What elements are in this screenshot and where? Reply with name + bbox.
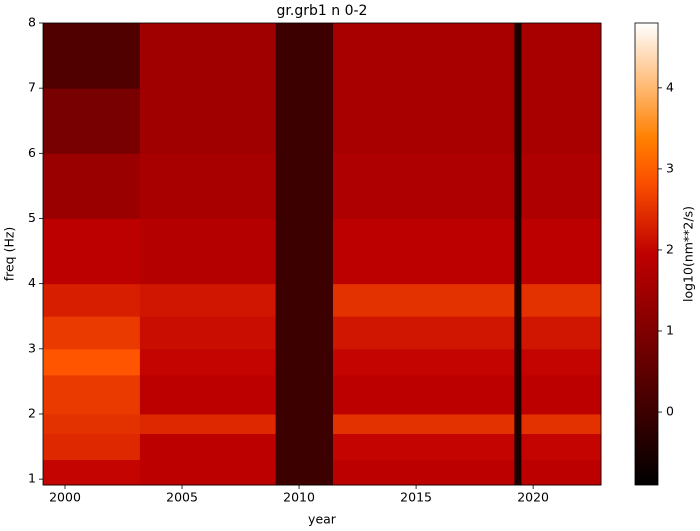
heatmap-cell — [43, 153, 141, 219]
heatmap-cell — [333, 88, 515, 154]
heatmap-cell — [275, 153, 334, 219]
heatmap-cell — [43, 88, 141, 154]
colorbar-label: log10(nm**2/s) — [681, 206, 696, 302]
x-tick-label: 2015 — [400, 490, 432, 505]
heatmap-cell — [521, 283, 602, 317]
colorbar-tick-label: 3 — [666, 160, 674, 175]
x-tick-label: 2010 — [283, 490, 315, 505]
heatmap-cell — [514, 23, 522, 89]
heatmap-cell — [139, 153, 277, 219]
y-tick-label: 3 — [28, 340, 36, 355]
heatmap-cell — [275, 433, 334, 461]
heatmap-cell — [139, 433, 277, 461]
y-tick-label: 7 — [28, 80, 36, 95]
heatmap-cell — [139, 348, 277, 376]
y-tick-label: 2 — [28, 405, 36, 420]
y-tick-label: 5 — [28, 210, 36, 225]
heatmap-cell — [275, 283, 334, 317]
heatmap-cell — [43, 316, 141, 350]
heatmap-cell — [521, 459, 602, 486]
heatmap-cell — [333, 459, 515, 486]
heatmap-cell — [333, 23, 515, 89]
heatmap-cell — [275, 23, 334, 89]
x-tick-label: 2005 — [166, 490, 198, 505]
plot-frame — [42, 22, 602, 486]
heatmap-cell — [43, 433, 141, 461]
x-axis-label: year — [308, 512, 337, 527]
heatmap-cell — [514, 374, 522, 415]
heatmap-cell — [43, 23, 141, 89]
heatmap-cell — [521, 413, 602, 435]
y-tick-label: 8 — [28, 15, 36, 30]
y-tick-label: 1 — [28, 471, 36, 486]
heatmap-cell — [521, 374, 602, 415]
heatmap-cell — [275, 88, 334, 154]
heatmap-cell — [43, 459, 141, 486]
heatmap-cell — [514, 88, 522, 154]
heatmap-cell — [139, 459, 277, 486]
colorbar-tick-label: 0 — [666, 404, 674, 419]
y-axis-label: freq (Hz) — [2, 227, 17, 282]
heatmap-cell — [514, 433, 522, 461]
heatmap-cell — [275, 348, 334, 376]
x-tick-label: 2020 — [517, 490, 549, 505]
heatmap-cell — [43, 413, 141, 435]
heatmap-cell — [275, 459, 334, 486]
heatmap-cell — [514, 153, 522, 219]
heatmap-cell — [514, 218, 522, 285]
heatmap-cell — [333, 153, 515, 219]
heatmap-cell — [514, 316, 522, 350]
heatmap-cell — [514, 283, 522, 317]
heatmap-cell — [333, 433, 515, 461]
heatmap-cell — [333, 348, 515, 376]
heatmap-cell — [139, 23, 277, 89]
heatmap-cell — [333, 283, 515, 317]
heatmap-cell — [521, 348, 602, 376]
y-tick-label: 4 — [28, 275, 36, 290]
heatmap-cell — [333, 413, 515, 435]
colorbar — [634, 22, 659, 486]
heatmap-cell — [514, 459, 522, 486]
y-tick-label: 6 — [28, 145, 36, 160]
heatmap-cell — [139, 374, 277, 415]
heatmap-cell — [514, 348, 522, 376]
heatmap-cell — [139, 218, 277, 285]
heatmap-cell — [521, 316, 602, 350]
heatmap-cell — [43, 348, 141, 376]
heatmap-cell — [521, 88, 602, 154]
heatmap-cell — [275, 316, 334, 350]
heatmap-cell — [139, 413, 277, 435]
heatmap-cell — [275, 218, 334, 285]
heatmap-cell — [43, 283, 141, 317]
chart-title: gr.grb1 n 0-2 — [277, 3, 368, 19]
heatmap-cell — [139, 283, 277, 317]
heatmap-cell — [514, 413, 522, 435]
colorbar-tick-label: 4 — [666, 79, 674, 94]
heatmap-cell — [521, 153, 602, 219]
heatmap-cell — [521, 433, 602, 461]
heatmap-cell — [333, 218, 515, 285]
heatmap-cell — [333, 316, 515, 350]
heatmap-cell — [275, 413, 334, 435]
colorbar-tick-label: 2 — [666, 241, 674, 256]
heatmap-cell — [139, 88, 277, 154]
x-tick-label: 2000 — [49, 490, 81, 505]
heatmap-cell — [333, 374, 515, 415]
colorbar-tick-label: 1 — [666, 323, 674, 338]
heatmap-cell — [521, 23, 602, 89]
heatmap-cell — [275, 374, 334, 415]
heatmap-cell — [139, 316, 277, 350]
heatmap-cell — [43, 218, 141, 285]
heatmap-cell — [521, 218, 602, 285]
heatmap-cell — [43, 374, 141, 415]
